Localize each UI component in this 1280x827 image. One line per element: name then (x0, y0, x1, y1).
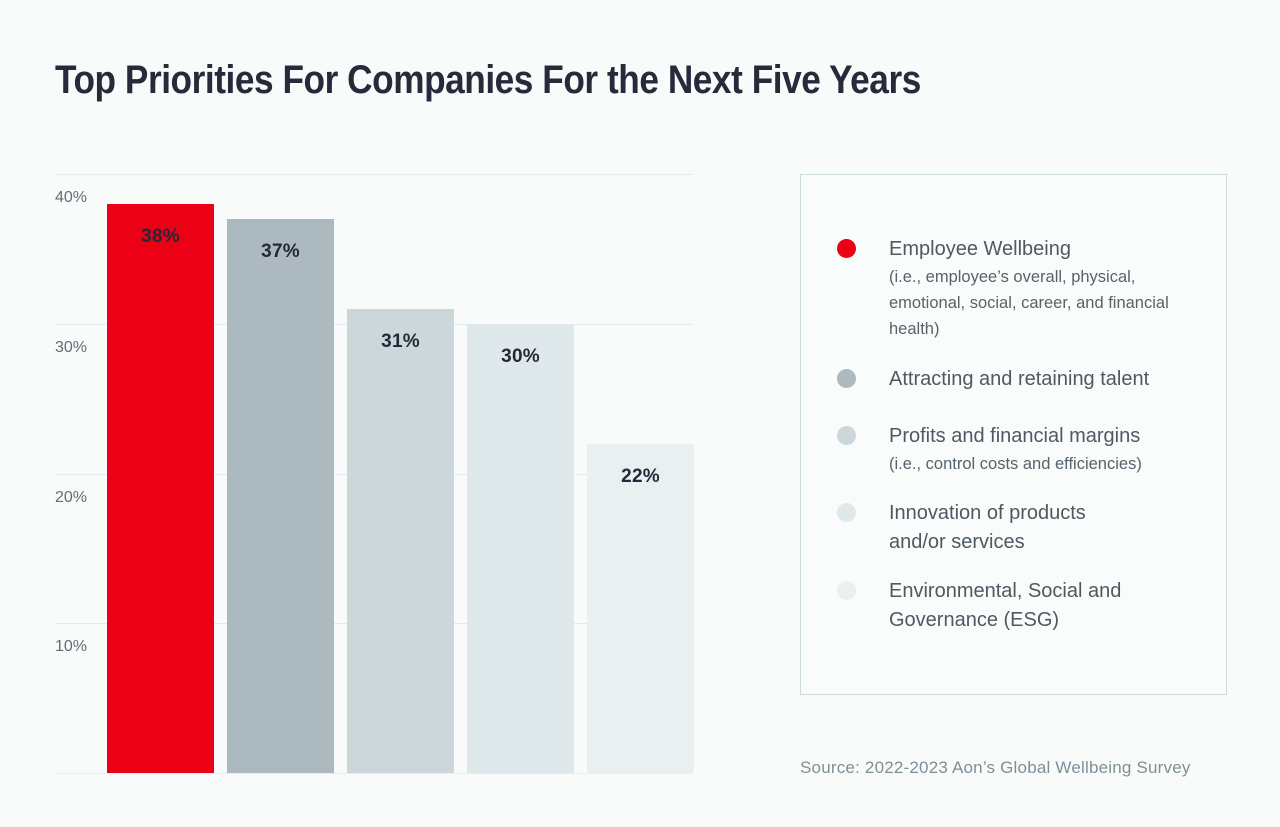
bar-1: 38% (107, 203, 214, 773)
legend-item-text: Profits and financial margins (i.e., cont… (889, 422, 1212, 477)
y-axis-tick-label: 10% (55, 638, 88, 656)
legend-item-label: Innovation of products (889, 502, 1086, 524)
legend-item-label: Employee Wellbeing (889, 238, 1071, 260)
legend-item-text: Employee Wellbeing (i.e., employee’s over… (889, 235, 1212, 342)
legend-item-description-line: (i.e., employee’s overall, physical, (889, 268, 1136, 286)
y-axis-tick-label: 40% (55, 189, 88, 206)
legend-dot-icon (837, 239, 856, 258)
legend-item-description-line: health) (889, 320, 940, 338)
y-axis-tick-label: 30% (55, 338, 88, 356)
y-axis-tick-label: 20% (55, 488, 88, 506)
bar-value-label: 30% (501, 345, 540, 367)
legend-item-text: Environmental, Social and Governance (ESG… (889, 577, 1212, 635)
gridline-40 (55, 174, 692, 175)
legend-dot-icon (837, 426, 856, 445)
legend-item-label: Attracting and retaining talent (889, 368, 1150, 390)
legend-dot-icon (837, 369, 856, 388)
legend-dot-icon (837, 503, 856, 522)
legend-item-description-line: (i.e., control costs and efficiencies) (889, 455, 1142, 473)
bar-4: 30% (467, 323, 574, 773)
legend-item-label: and/or services (889, 531, 1025, 553)
legend-item-label: Governance (ESG) (889, 609, 1060, 631)
page-title: Top Priorities For Companies For the Nex… (55, 58, 921, 102)
bar-3: 31% (347, 308, 454, 773)
x-axis-baseline (55, 773, 692, 774)
bar-5: 22% (587, 443, 694, 773)
legend-panel: Employee Wellbeing (i.e., employee’s over… (800, 174, 1227, 695)
bar-value-label: 31% (381, 330, 420, 352)
legend-item-description-line: emotional, social, career, and financial (889, 294, 1169, 312)
bar-value-label: 38% (141, 225, 180, 247)
legend-item-text: Innovation of products and/or services (889, 499, 1212, 557)
legend-item-label: Profits and financial margins (889, 425, 1141, 447)
bar-value-label: 22% (621, 465, 660, 487)
legend-dot-icon (837, 581, 856, 600)
legend-item-text: Attracting and retaining talent (889, 365, 1212, 394)
source-note: Source: 2022-2023 Aon’s Global Wellbeing… (800, 758, 1191, 777)
bar-2: 37% (227, 218, 334, 773)
bar-value-label: 37% (261, 240, 300, 262)
legend-item-label: Environmental, Social and (889, 580, 1122, 602)
